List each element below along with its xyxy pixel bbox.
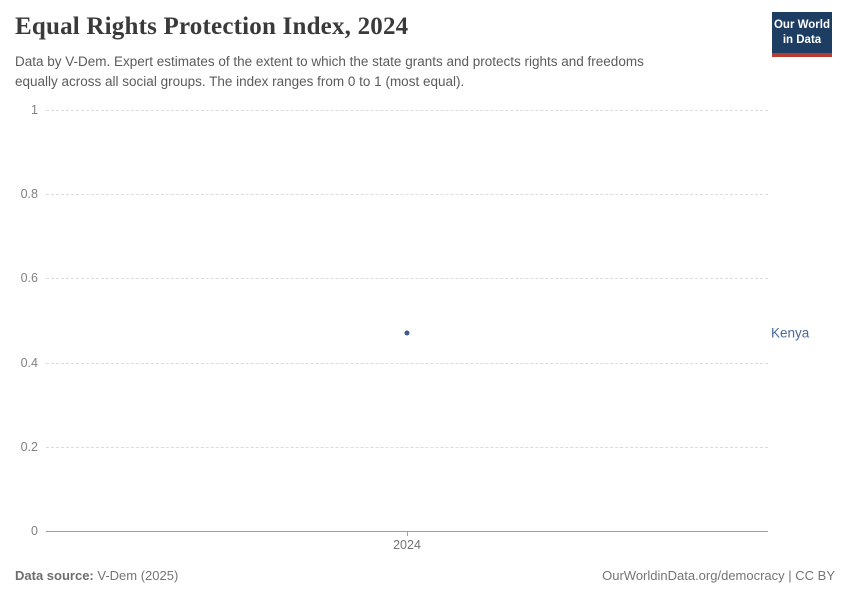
chart-subtitle-line2: equally across all social groups. The in…: [15, 73, 465, 89]
footer-attribution-link[interactable]: OurWorldinData.org/democracy | CC BY: [602, 568, 835, 583]
y-axis-tick-label: 0.6: [20, 271, 38, 286]
footer-attribution[interactable]: OurWorldinData.org/democracy | CC BY: [602, 568, 835, 583]
gridline: [46, 110, 768, 111]
y-axis-tick-label: 0.8: [20, 187, 38, 202]
y-axis-tick-label: 0.4: [20, 355, 38, 370]
y-axis-tick-label: 0.2: [20, 439, 38, 454]
gridline: [46, 278, 768, 280]
owid-logo-line1: Our World: [773, 19, 830, 31]
x-axis-line: [46, 531, 768, 532]
x-axis-tick-label: 2024: [393, 538, 421, 552]
y-axis-tick-label: 1: [31, 103, 38, 117]
owid-logo: Our World in Data: [772, 12, 832, 57]
chart-title: Equal Rights Protection Index, 2024: [15, 13, 409, 40]
x-axis-tick: [407, 531, 408, 536]
data-source-label: Data source:: [15, 568, 94, 583]
entity-label-kenya[interactable]: Kenya: [771, 325, 810, 341]
owid-logo-line2: in Data: [782, 33, 822, 46]
gridline: [46, 194, 768, 196]
data-source-value: V-Dem (2025): [93, 568, 179, 583]
data-point-kenya[interactable]: [404, 330, 410, 336]
gridline: [46, 446, 768, 448]
chart-subtitle: Data by V-Dem. Expert estimates of the e…: [15, 52, 644, 91]
y-axis-tick-label: 0: [31, 524, 38, 538]
chart-subtitle-line1: Data by V-Dem. Expert estimates of the e…: [15, 54, 644, 69]
data-source: Data source: V-Dem (2025): [15, 568, 178, 583]
gridline: [46, 362, 768, 364]
